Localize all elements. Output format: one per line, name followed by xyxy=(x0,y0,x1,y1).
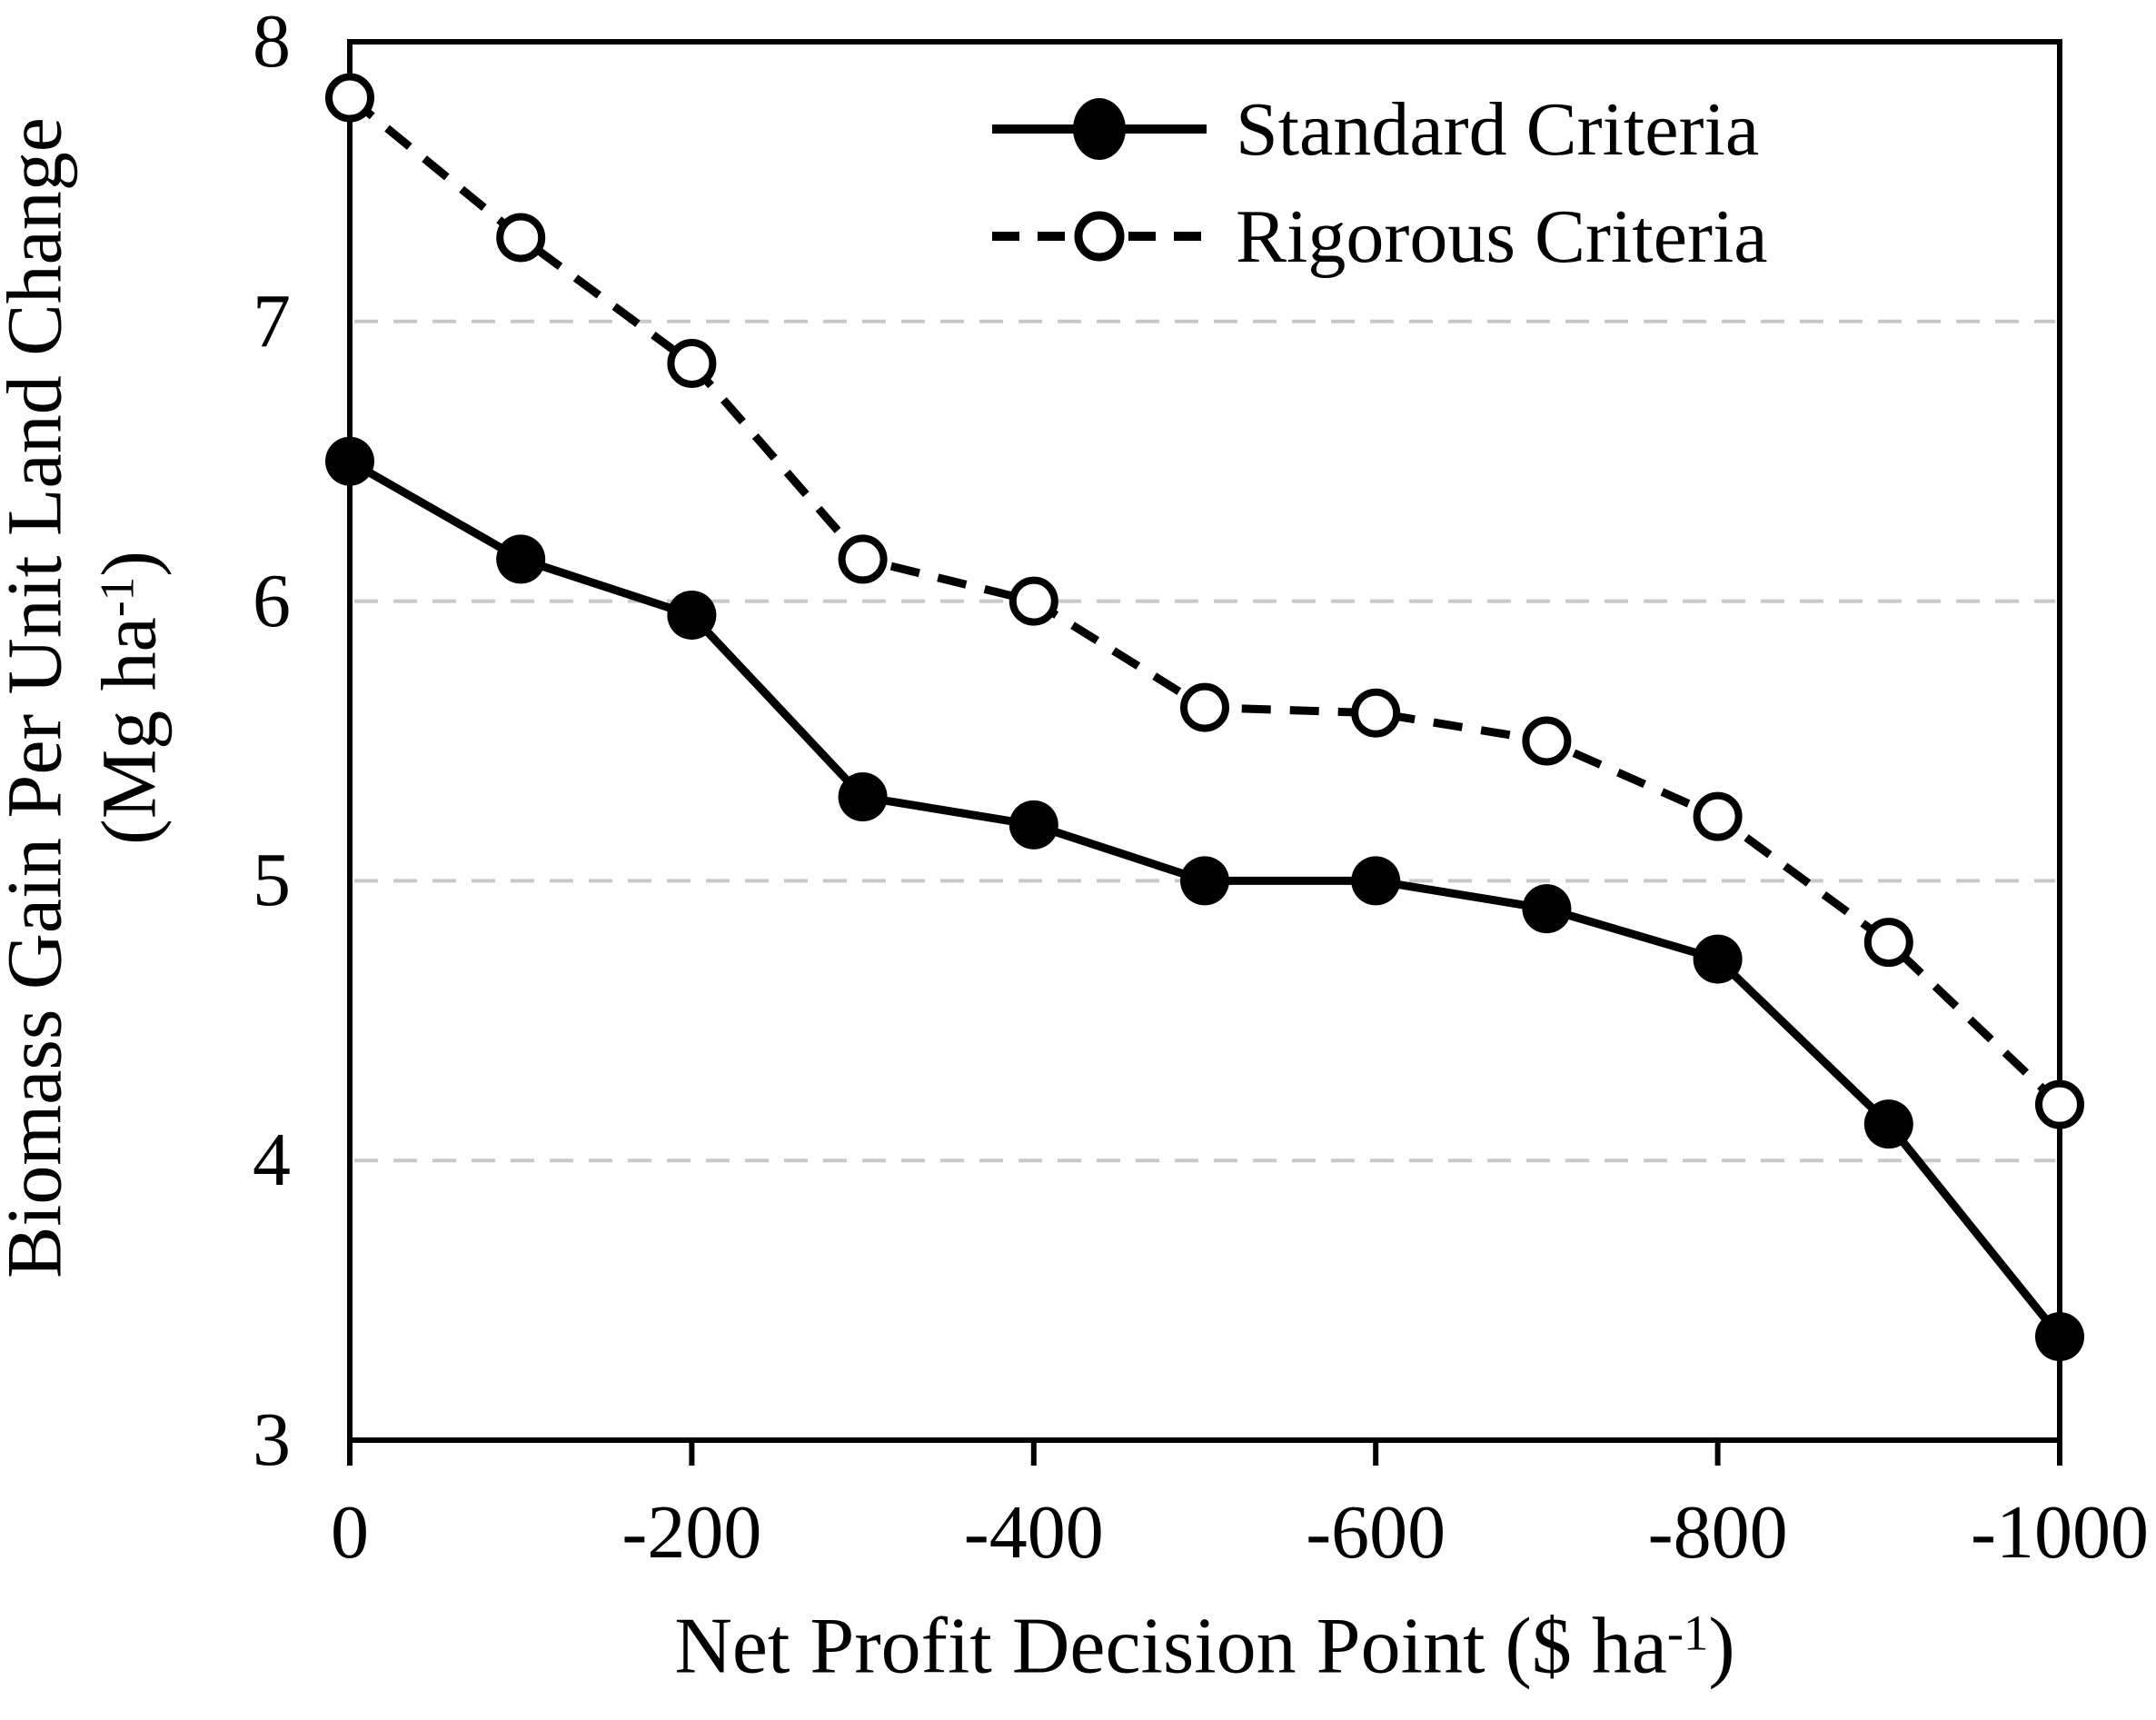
legend-entry-standard-criteria: Standard Criteria xyxy=(990,82,1768,176)
rigorous-criteria-marker xyxy=(1522,716,1572,766)
rigorous-criteria-marker xyxy=(1693,791,1743,841)
dashed-line-open-circle-sample-icon xyxy=(992,211,1207,262)
solid-line-filled-circle-sample-icon xyxy=(992,98,1207,160)
rigorous-criteria-marker xyxy=(325,73,374,123)
standard-criteria-marker xyxy=(1008,800,1058,850)
y-tick-label: 3 xyxy=(253,1397,291,1482)
x-tick-label: -200 xyxy=(621,1490,762,1575)
standard-criteria-marker xyxy=(2035,1312,2084,1362)
legend-label-standard-criteria: Standard Criteria xyxy=(1236,86,1760,172)
x-axis-title: Net Profit Decision Point ($ ha-1) xyxy=(674,1602,1735,1691)
legend-label-rigorous-criteria: Rigorous Criteria xyxy=(1236,194,1768,279)
x-tick-label: -800 xyxy=(1647,1490,1788,1575)
standard-criteria-marker xyxy=(1522,884,1572,934)
standard-criteria-marker xyxy=(1180,856,1229,906)
plot-border xyxy=(347,39,2062,1443)
standard-criteria-marker xyxy=(1693,934,1743,984)
y-tick-label: 6 xyxy=(253,558,291,643)
standard-criteria-marker xyxy=(325,436,374,486)
y-tick-label: 5 xyxy=(253,838,291,923)
standard-criteria-marker xyxy=(1351,856,1401,906)
x-tick-label: -400 xyxy=(963,1490,1104,1575)
standard-criteria-marker xyxy=(667,590,717,640)
x-tick-label: -600 xyxy=(1306,1490,1446,1575)
legend-entry-rigorous-criteria: Rigorous Criteria xyxy=(990,189,1768,283)
y-axis-title-line1: Biomass Gain Per Unit Land Change xyxy=(0,117,78,1278)
x-tick-label: 0 xyxy=(331,1490,369,1575)
rigorous-criteria-marker xyxy=(1863,918,1913,968)
standard-criteria-marker xyxy=(496,534,546,584)
x-tick-label: -1000 xyxy=(1971,1490,2149,1575)
y-tick-label: 4 xyxy=(253,1118,291,1203)
rigorous-criteria-marker xyxy=(667,338,717,388)
x-axis-superscript: -1 xyxy=(1666,1605,1709,1661)
y-tick-label: 7 xyxy=(253,278,291,363)
y-tick-label: 8 xyxy=(253,0,291,84)
rigorous-criteria-marker xyxy=(1008,576,1058,626)
rigorous-criteria-marker xyxy=(1180,682,1229,732)
rigorous-criteria-marker xyxy=(496,213,546,263)
rigorous-criteria-marker xyxy=(1351,688,1401,738)
rigorous-criteria-marker xyxy=(838,534,888,584)
standard-criteria-marker xyxy=(1863,1099,1913,1149)
legend: Standard Criteria Rigorous Criteria xyxy=(990,82,1768,283)
rigorous-criteria-marker xyxy=(2035,1079,2084,1129)
standard-criteria-marker xyxy=(838,772,888,822)
